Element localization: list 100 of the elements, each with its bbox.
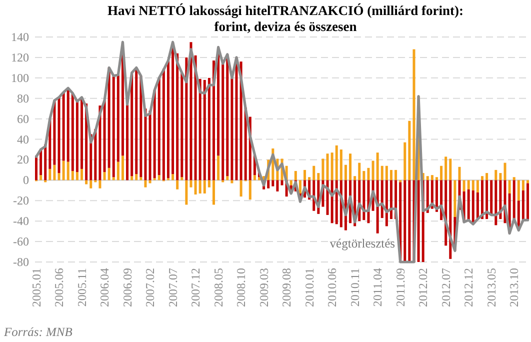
- bar: [185, 180, 188, 205]
- bar: [80, 168, 84, 180]
- bar: [494, 170, 498, 180]
- bar: [44, 144, 47, 180]
- bar: [335, 180, 338, 224]
- bar: [404, 180, 406, 262]
- bar: [176, 180, 179, 190]
- bar: [121, 156, 124, 180]
- y-tick-label: 60: [17, 112, 29, 126]
- bar: [198, 180, 202, 194]
- bar: [330, 152, 334, 180]
- bar: [486, 173, 488, 180]
- line-series: [34, 40, 530, 264]
- y-tick-label: -40: [13, 214, 29, 228]
- x-tick-label: 2010.11: [348, 268, 362, 307]
- annotation: végtörlesztés: [330, 236, 396, 251]
- bar: [71, 170, 74, 180]
- bar: [66, 88, 70, 162]
- x-tick-label: 2013.10: [507, 268, 522, 307]
- bar: [158, 78, 160, 176]
- y-tick-label: 20: [17, 152, 29, 167]
- bar: [148, 180, 152, 184]
- bar: [322, 158, 324, 180]
- bar: [40, 150, 42, 176]
- bar: [504, 162, 506, 180]
- bar: [130, 176, 134, 180]
- bar: [194, 180, 197, 194]
- bar: [40, 175, 42, 180]
- bar: [358, 162, 361, 180]
- bar: [372, 160, 374, 180]
- bar: [267, 180, 270, 188]
- bar: [208, 180, 210, 188]
- x-tick-label: 2009.03: [256, 268, 271, 307]
- y-tick-label: -20: [13, 194, 29, 208]
- bar: [376, 152, 379, 180]
- bar: [526, 183, 529, 220]
- x-tick-label: 2007.02: [143, 268, 158, 307]
- bar: [526, 180, 529, 184]
- bar: [444, 156, 448, 180]
- bar: [248, 180, 252, 200]
- bar: [512, 177, 516, 180]
- bar: [380, 166, 384, 180]
- bar: [367, 168, 370, 180]
- y-tick-label: 0: [23, 173, 29, 188]
- bar: [190, 42, 192, 180]
- bar: [362, 180, 366, 220]
- x-tick-label: 2010.06: [325, 268, 340, 307]
- bar: [517, 180, 520, 201]
- x-tick-label: 2005.11: [74, 268, 89, 307]
- bar: [458, 166, 461, 180]
- bar: [180, 177, 184, 180]
- y-tick-label: 120: [11, 50, 29, 64]
- bar: [153, 90, 156, 178]
- bar: [462, 180, 466, 192]
- bar: [48, 168, 52, 180]
- chart-subtitle: forint, deviza és összesen: [214, 19, 358, 34]
- x-tick-label: 2013.05: [484, 268, 498, 307]
- bar: [486, 180, 488, 220]
- x-tick-label: 2007.12: [188, 268, 203, 307]
- bar: [190, 180, 192, 188]
- bar: [212, 180, 215, 205]
- bar: [499, 173, 502, 180]
- bar: [298, 180, 302, 194]
- bar: [440, 166, 443, 180]
- bar: [308, 177, 311, 180]
- y-tick-label: 40: [17, 132, 29, 146]
- bar: [490, 180, 493, 215]
- bar: [253, 175, 256, 180]
- bar: [390, 180, 392, 220]
- bar: [230, 180, 234, 184]
- text: Forrás: MNB: [3, 325, 73, 339]
- bar: [467, 180, 470, 190]
- bar: [294, 170, 297, 180]
- bar: [103, 172, 106, 180]
- x-tick-label: 2005.06: [52, 268, 66, 307]
- bar: [112, 76, 115, 178]
- bar: [472, 190, 474, 224]
- bar: [449, 158, 452, 180]
- bar: [344, 164, 347, 180]
- bar: [335, 145, 338, 180]
- bar: [76, 172, 78, 180]
- bar: [494, 180, 498, 226]
- bar: [144, 180, 147, 188]
- bar: [53, 100, 56, 165]
- bar: [454, 180, 456, 217]
- x-tick-label: 2012.07: [438, 268, 453, 307]
- bar: [472, 180, 474, 190]
- x-tick-label: 2011.04: [370, 268, 385, 307]
- bar: [71, 93, 74, 171]
- x-tick-label: 2006.04: [98, 268, 112, 307]
- x-tick-label: 2010.01: [302, 268, 316, 307]
- bar: [126, 104, 129, 180]
- bar: [116, 74, 120, 162]
- bar: [148, 110, 152, 180]
- bar: [480, 180, 484, 220]
- bar: [203, 80, 206, 180]
- bar: [53, 164, 56, 180]
- bar: [140, 177, 142, 180]
- bar: [130, 72, 134, 176]
- bar: [103, 100, 106, 172]
